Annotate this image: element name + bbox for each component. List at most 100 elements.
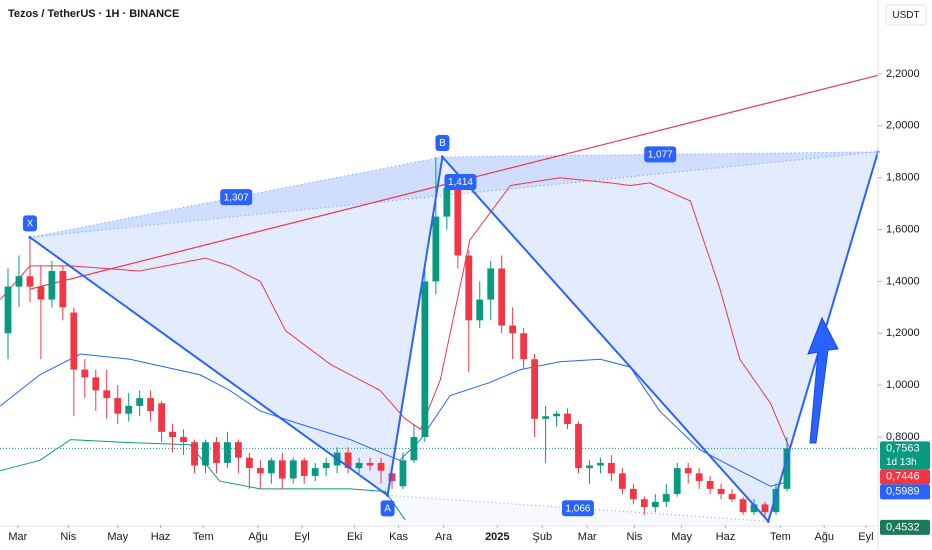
candle-body xyxy=(520,333,528,360)
candle-body xyxy=(618,473,626,489)
candle-body xyxy=(158,403,166,432)
countdown: 1d 13h xyxy=(886,457,917,468)
candle-body xyxy=(169,431,176,437)
x-tick-label: Eyl xyxy=(858,531,873,543)
price-badge-label: 0,5989 xyxy=(886,486,920,498)
pattern-label-box xyxy=(22,215,37,232)
x-tick-label: Haz xyxy=(716,531,736,543)
x-tick-label: Ağu xyxy=(248,531,268,543)
candle-body xyxy=(629,488,637,500)
y-tick-label: 2,2000 xyxy=(886,68,920,80)
price-badge-label: 0,7563 xyxy=(886,443,920,455)
candle-body xyxy=(224,442,231,463)
candle-body xyxy=(717,488,725,495)
candle-body xyxy=(344,452,352,469)
candle-body xyxy=(37,286,45,300)
price-badge xyxy=(880,484,930,500)
y-tick-label: 1,4000 xyxy=(886,275,920,287)
x-tick-label: Eyl xyxy=(294,531,309,543)
candle-body xyxy=(278,460,286,479)
pattern-fill xyxy=(29,151,879,238)
candle-body xyxy=(684,468,692,474)
candle-body xyxy=(377,462,385,471)
candle-body xyxy=(487,268,495,300)
x-tick-label: Şub xyxy=(533,531,553,543)
currency-box[interactable] xyxy=(885,4,927,26)
candle-body xyxy=(4,286,12,334)
candle-body xyxy=(410,436,418,461)
price-badge xyxy=(880,469,930,485)
candle-body xyxy=(783,448,791,489)
candle-body xyxy=(509,325,517,334)
candle-body xyxy=(586,465,593,469)
candle-body xyxy=(180,436,187,443)
candle-body xyxy=(92,377,100,391)
price-badge xyxy=(880,441,930,470)
ratio-label: 1,077 xyxy=(648,150,673,161)
candle-body xyxy=(191,442,198,466)
band-line xyxy=(0,439,406,521)
candle-body xyxy=(498,268,506,326)
candle-body xyxy=(750,504,758,513)
pattern-fill xyxy=(442,151,878,522)
ratio-label: 1,307 xyxy=(224,192,249,203)
x-tick-label: Haz xyxy=(151,531,171,543)
candle-body xyxy=(553,413,560,417)
pattern-point xyxy=(440,155,444,159)
candle-body xyxy=(531,359,539,419)
x-tick-label: Mar xyxy=(578,531,597,543)
y-tick-label: 1,8000 xyxy=(886,172,920,184)
y-tick-label: 1,0000 xyxy=(886,379,920,391)
candle-body xyxy=(15,276,23,287)
pattern-fill xyxy=(29,156,443,496)
ratio-label: 1,414 xyxy=(448,177,473,188)
price-badge-label: 0,7446 xyxy=(886,471,920,483)
candle-body xyxy=(706,481,714,489)
band-line xyxy=(0,353,791,487)
x-tick-label: Mar xyxy=(8,531,27,543)
candle-body xyxy=(662,494,670,502)
pattern-point xyxy=(386,493,390,497)
candle-body xyxy=(213,442,220,463)
candle-body xyxy=(48,271,56,300)
x-tick-label: 2025 xyxy=(485,531,509,543)
x-tick-label: Kas xyxy=(389,531,408,543)
candle-body xyxy=(608,462,615,474)
plot: X A B 1,307 1,414 1,077 1,066 xyxy=(0,74,880,525)
candle-body xyxy=(465,255,473,321)
candle-body xyxy=(476,299,484,321)
ratio-label-box xyxy=(561,500,594,517)
x-tick-label: Tem xyxy=(770,531,791,543)
y-tick-label: 2,0000 xyxy=(886,120,920,132)
pattern-point xyxy=(28,235,32,239)
chart-title: Tezos / TetherUS · 1H · BINANCE xyxy=(8,8,179,20)
candle-body xyxy=(388,473,396,482)
candle-body xyxy=(597,462,604,466)
y-tick-label: 1,2000 xyxy=(886,327,920,339)
candle-body xyxy=(114,398,122,414)
x-tick-label: Ara xyxy=(435,531,453,543)
candle-body xyxy=(454,188,462,256)
ratio-label-box xyxy=(644,146,677,163)
candle-body xyxy=(432,216,440,282)
candle-body xyxy=(311,468,319,476)
price-badge xyxy=(880,519,930,535)
x-tick-label: Nis xyxy=(627,531,643,543)
candle-body xyxy=(673,468,681,495)
candle-body xyxy=(575,424,582,469)
candle-body xyxy=(147,398,155,412)
candle-body xyxy=(564,413,571,425)
candle-body xyxy=(542,416,549,419)
candle-body xyxy=(245,457,253,469)
pattern-label-box xyxy=(435,134,450,151)
candle-body xyxy=(136,398,144,406)
candle-body xyxy=(728,494,736,500)
band-line xyxy=(0,177,791,451)
candle-body xyxy=(26,276,34,287)
pattern-dotted-line xyxy=(442,151,879,158)
y-tick-label: 0,8000 xyxy=(886,431,920,443)
x-tick-label: Tem xyxy=(193,531,214,543)
candle-body xyxy=(399,460,407,487)
candle-body xyxy=(322,462,330,469)
